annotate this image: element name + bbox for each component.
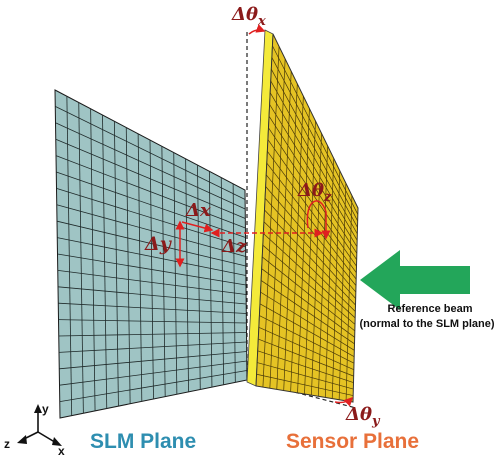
delta-y-label: Δy [144,233,173,255]
delta-theta-y-label: Δθy [345,404,381,429]
axis-x-label: x [58,444,65,458]
slm-plane-title: SLM Plane [90,430,196,453]
delta-x-label: Δx [185,200,211,221]
sensor-plane-title: Sensor Plane [286,430,419,453]
slm-plane-grid [55,96,247,416]
reference-beam-label-line1: Reference beam [388,303,473,315]
displacement-arrows [175,24,354,407]
delta-theta-z-label: Δθz [297,180,332,205]
axis-y-label: y [42,402,49,416]
axis-z-label: z [4,437,10,451]
delta-theta-x-label: Δθx [231,4,266,29]
coordinate-axes [21,410,59,445]
slm-plane [54,89,248,419]
delta-z-label: Δz [221,236,247,257]
reference-beam-label-line2: (normal to the SLM plane) [359,318,494,330]
reference-beam-arrow [360,250,470,310]
sensor-plane [246,29,359,403]
reference-dashes [246,32,357,409]
